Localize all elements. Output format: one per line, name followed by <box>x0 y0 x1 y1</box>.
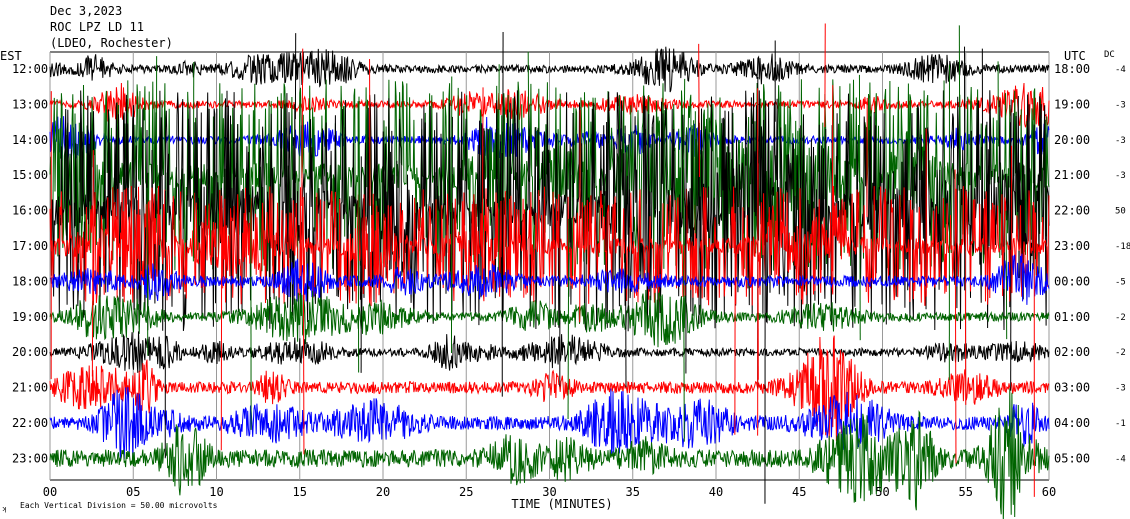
utc-hour-label: 22:00 <box>1054 204 1090 218</box>
utc-hour-label: 04:00 <box>1054 416 1090 430</box>
dc-offset-value: -3 <box>1115 136 1126 146</box>
spike-line <box>682 159 685 442</box>
utc-hour-label: 23:00 <box>1054 239 1090 253</box>
dc-offset-value: -3 <box>1115 171 1126 181</box>
spike-line <box>624 125 627 388</box>
dc-offset-value: -2 <box>1115 313 1126 323</box>
right-axis-title: UTC <box>1064 49 1086 63</box>
x-tick-label: 25 <box>459 485 473 499</box>
est-hour-label: 21:00 <box>12 381 48 395</box>
dc-offset-value: -4 <box>1115 65 1126 75</box>
spike-line <box>858 74 861 341</box>
trace-line <box>49 289 1050 348</box>
utc-hour-label: 18:00 <box>1054 62 1090 76</box>
spike-line <box>302 196 305 455</box>
x-tick-label: 35 <box>626 485 640 499</box>
x-tick-labels: 00 05 10 15 20 25 30 35 40 45 50 55 60 <box>43 485 1056 499</box>
dc-offset-value: -3 <box>1115 100 1126 110</box>
spike-line <box>698 43 700 177</box>
dc-offset-value: -18 <box>1115 242 1130 252</box>
row-labels-group: 12:00 18:00 -4 13:00 19:00 -3 14:00 20:00 -3 15:0… <box>12 62 1130 465</box>
dc-offset-value: -1 <box>1115 419 1126 429</box>
spike-line <box>958 25 961 246</box>
utc-hour-label: 21:00 <box>1054 168 1090 182</box>
spike-line <box>683 78 686 168</box>
utc-hour-label: 20:00 <box>1054 133 1090 147</box>
trace-line <box>49 335 1050 441</box>
x-tick-label: 15 <box>293 485 307 499</box>
est-hour-label: 18:00 <box>12 274 48 288</box>
spike-line <box>502 32 504 321</box>
est-hour-label: 17:00 <box>12 239 48 253</box>
x-tick-label: 45 <box>792 485 806 499</box>
corner-mark: ʞ <box>2 505 6 513</box>
est-hour-label: 15:00 <box>12 168 48 182</box>
spike-line <box>567 218 570 420</box>
x-tick-label: 05 <box>126 485 140 499</box>
utc-hour-label: 05:00 <box>1054 451 1090 465</box>
spike-line <box>943 80 946 228</box>
x-tick-label: 30 <box>542 485 556 499</box>
utc-hour-label: 02:00 <box>1054 345 1090 359</box>
x-tick-label: 60 <box>1042 485 1056 499</box>
spike-line <box>954 169 957 464</box>
dc-offset-value: 50 <box>1115 207 1126 217</box>
x-axis-title: TIME (MINUTES) <box>511 497 612 511</box>
est-hour-label: 13:00 <box>12 97 48 111</box>
spike-line <box>571 174 574 276</box>
est-hour-label: 19:00 <box>12 310 48 324</box>
dc-offset-value: -2 <box>1115 348 1126 358</box>
scale-note: Each Vertical Division = 50.00 microvolt… <box>20 501 218 510</box>
spike-line <box>357 101 360 373</box>
spike-line <box>301 48 304 207</box>
x-tick-label: 40 <box>709 485 723 499</box>
trace-line <box>49 185 1050 307</box>
x-tick-label: 50 <box>875 485 889 499</box>
spike-line <box>91 150 94 377</box>
dc-offset-value: -4 <box>1115 454 1126 464</box>
left-axis-title: EST <box>0 49 22 63</box>
trace-line <box>49 388 1050 519</box>
spike-line <box>1005 210 1008 340</box>
dc-column-title: DC <box>1104 50 1115 60</box>
est-hour-label: 23:00 <box>12 451 48 465</box>
x-tick-label: 10 <box>209 485 223 499</box>
est-hour-label: 12:00 <box>12 62 48 76</box>
x-tick-label: 55 <box>959 485 973 499</box>
utc-hour-label: 00:00 <box>1054 274 1090 288</box>
dc-offset-value: -5 <box>1115 277 1126 287</box>
x-tick-label: 20 <box>376 485 390 499</box>
header-location: (LDEO, Rochester) <box>50 36 173 50</box>
spike-line <box>146 187 149 356</box>
est-hour-label: 14:00 <box>12 133 48 147</box>
header-station: ROC LPZ LD 11 <box>50 20 144 34</box>
trace-line <box>49 82 1050 128</box>
trace-line <box>49 253 1050 305</box>
utc-hour-label: 03:00 <box>1054 381 1090 395</box>
trace-line <box>49 46 1050 93</box>
x-tick-label: 00 <box>43 485 57 499</box>
spike-line <box>964 189 967 405</box>
spike-line <box>757 88 759 380</box>
traces-group <box>49 23 1050 519</box>
header-date: Dec 3,2023 <box>50 4 122 18</box>
trace-line <box>49 331 1050 373</box>
est-hour-label: 22:00 <box>12 416 48 430</box>
spike-line <box>527 51 530 137</box>
spike-line <box>481 87 484 280</box>
dc-offset-value: -3 <box>1115 384 1126 394</box>
est-hour-label: 20:00 <box>12 345 48 359</box>
spike-line <box>627 134 630 332</box>
est-hour-label: 16:00 <box>12 204 48 218</box>
utc-hour-label: 01:00 <box>1054 310 1090 324</box>
utc-hour-label: 19:00 <box>1054 97 1090 111</box>
trace-line <box>49 387 1050 460</box>
